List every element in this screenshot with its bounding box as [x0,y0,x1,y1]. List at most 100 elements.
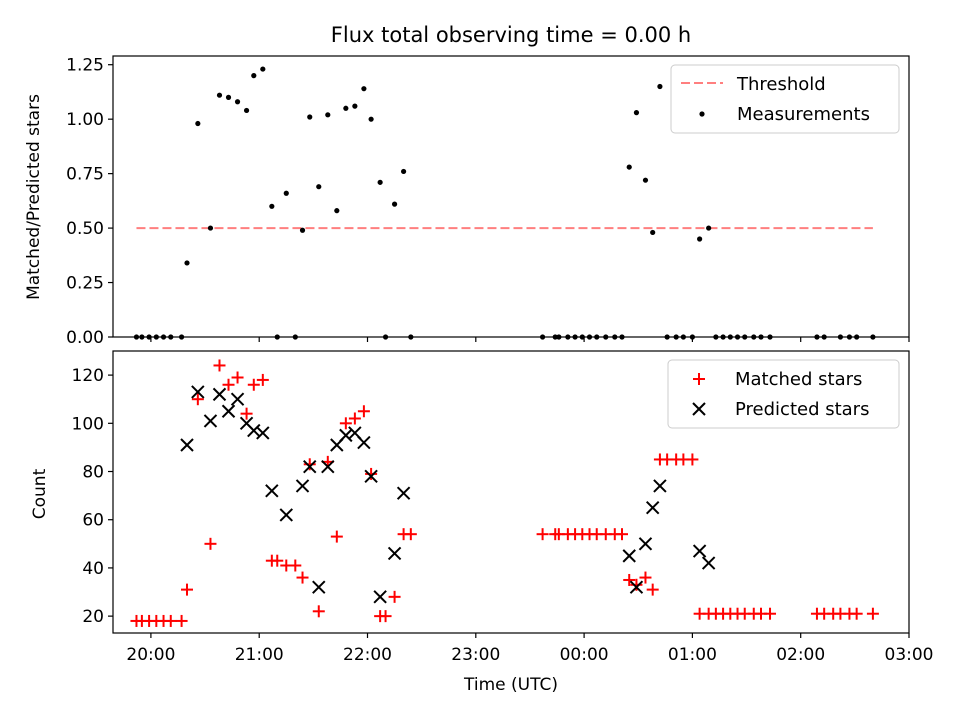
measurements-legend-label: Measurements [737,104,870,125]
chart-title: Flux total observing time = 0.00 h [331,23,691,47]
predicted-star-stroke [387,546,402,561]
predicted-stars-legend-swatch [692,402,706,416]
measurement-point [352,103,358,109]
ratio-y-tick-label: 0.50 [66,219,104,239]
matched-star-point [339,417,352,430]
matched-stars-legend-swatch [693,373,705,385]
count-x-tick-label: 03:00 [885,645,934,665]
count-y-axis-label: Count [30,468,50,519]
predicted-star-point [396,486,411,500]
predicted-star-stroke [203,414,218,428]
ratio-y-tick-label: 0.00 [66,328,104,348]
predicted-star-point [256,426,270,440]
matched-star-point [231,371,244,384]
ratio-panel-frame [112,55,910,338]
ratio-panel: 0.00 0.25 0.50 0.75 1.00 1.25 Matched/Predict… [24,55,910,348]
predicted-star-point [357,435,371,450]
count-x-tick-label: 22:00 [343,645,392,665]
predicted-star-point [295,479,310,493]
count-legend-box [667,359,900,429]
predicted-star-point [203,414,218,428]
measurements-legend-swatch [699,111,705,117]
measurement-point [184,260,190,266]
matched-star-point [764,607,777,620]
count-panel-frame [112,350,910,634]
predicted-star-stroke [692,544,707,558]
measurement-point [225,94,232,100]
measurement-point [697,236,703,242]
predicted-star-stroke [221,404,236,418]
count-y-tick-label: 40 [82,559,104,579]
measurement-point [325,112,331,118]
predicted-star-stroke [180,438,194,452]
matched-star-point [289,559,302,572]
matched-star-point [312,605,325,618]
matched-star-point [330,530,343,543]
measurement-point [195,120,201,127]
measurement-point [307,114,313,120]
predicted-star-stroke [321,459,335,474]
predicted-star-point [312,580,326,594]
predicted-star-stroke [629,580,644,594]
measurement-point [243,107,250,114]
ratio-y-ticks: 0.00 0.25 0.50 0.75 1.00 1.25 [66,56,113,348]
matched-star-point [536,528,549,541]
measurement-point [316,184,322,190]
predicted-star-stroke [653,479,667,493]
matched-star-point [303,458,316,471]
predicted-star-stroke [212,387,227,402]
measurement-point [251,73,257,79]
predicted-star-stroke [622,549,636,563]
matched-star-point [222,378,235,391]
predicted-star-point [303,459,317,474]
predicted-star-stroke [645,500,660,515]
count-y-tick-label: 80 [82,463,104,483]
matched-star-point [164,614,177,627]
measurement-point [650,229,656,236]
ratio-y-tick-label: 1.25 [66,56,104,76]
predicted-star-point [653,479,667,493]
predicted-star-stroke [312,580,326,594]
matched-star-point [639,571,652,584]
matched-star-point [630,578,643,591]
predicted-star-stroke [191,385,205,399]
matched-star-point [686,453,699,466]
count-x-tick-label: 21:00 [235,645,284,665]
ratio-y-axis-label: Matched/Predicted stars [24,94,44,300]
matched-star-point [348,412,361,425]
matched-star-point [175,614,188,627]
matched-star-point [213,359,226,372]
predicted-star-stroke [339,428,353,443]
predicted-star-point [364,469,378,484]
measurement-point [642,177,649,183]
matched-star-point [404,528,417,541]
measurement-point [269,203,275,209]
predicted-star-stroke [295,479,310,493]
measurement-point [207,225,214,231]
count-y-tick-label: 20 [82,607,104,627]
matched-star-point [181,583,194,596]
count-panel: 20 40 60 80 100 120 20:00 21:00 22:00 23:00 00:00… [30,350,934,695]
predicted-star-point [265,484,279,498]
measurement-point [216,92,223,98]
count-x-ticks: 20:00 21:00 22:00 23:00 00:00 01:00 02:00 03:00 [126,633,934,665]
predicted-star-stroke [279,508,293,522]
measurement-point [391,201,398,207]
predicted-star-stroke [265,484,279,498]
count-legend: Matched stars Predicted stars [667,359,900,429]
measurement-point [626,164,632,170]
measurement-point [377,179,383,185]
count-x-tick-label: 23:00 [451,645,500,665]
x-axis-label: Time (UTC) [463,675,558,695]
matched-star-point [357,405,370,418]
measurement-point [368,116,374,122]
matched-star-point [256,373,269,386]
ratio-y-tick-label: 0.75 [66,165,104,185]
ratio-x-ticks [150,337,910,342]
matched-star-point [204,537,217,550]
matched-star-point [296,571,309,584]
matched-star-point [646,583,659,596]
matched-star-point [365,467,378,480]
matched-star-point [866,607,879,620]
predicted-star-point [230,392,245,406]
